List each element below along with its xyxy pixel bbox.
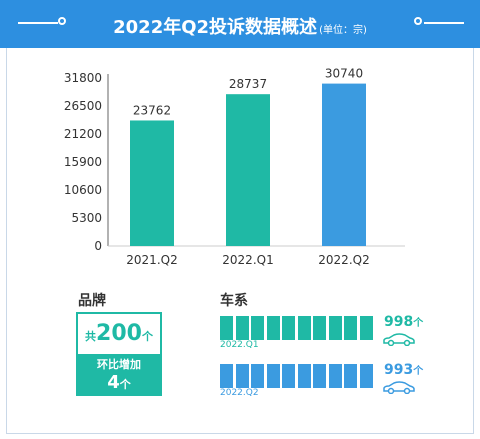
series-cells-q1	[220, 316, 376, 342]
series-caption-q2: 2022.Q2	[220, 388, 259, 398]
complaints-bar-chart: 0 5300 10600 15900 21200 26500 31800 23762 2021.…	[64, 67, 405, 267]
header-dot-right	[414, 17, 422, 25]
brand-summary-box: 共200个 环比增加 4个	[76, 312, 162, 396]
bar-2022.Q1	[226, 94, 270, 246]
brand-total-value: 200	[96, 321, 142, 346]
y-tick-label: 10600	[64, 183, 102, 197]
series-cell	[220, 316, 233, 340]
bar-value-label: 23762	[133, 103, 171, 117]
bar-2021.Q2	[130, 120, 174, 246]
series-value-q2: 993个	[384, 362, 423, 378]
series-cell	[235, 316, 249, 340]
x-tick-label: 2021.Q2	[126, 253, 177, 267]
y-tick-label: 5300	[71, 211, 102, 225]
header-banner: 2022年Q2投诉数据概述 (单位：宗)	[0, 0, 480, 48]
brand-total-suffix: 个	[141, 330, 153, 343]
series-cell	[344, 364, 357, 388]
series-cell	[266, 364, 280, 388]
series-value-q1: 998个	[384, 314, 423, 330]
bar-2022.Q2	[322, 83, 366, 246]
series-cell	[220, 364, 233, 388]
y-tick-label: 31800	[64, 71, 102, 85]
series-value-q2-suffix: 个	[413, 366, 424, 377]
series-cell	[251, 316, 264, 340]
series-caption-q1: 2022.Q1	[220, 340, 259, 350]
car-icon	[383, 381, 415, 394]
y-tick-label: 0	[94, 239, 102, 253]
brand-change-value: 4	[107, 372, 120, 393]
header-dot-left	[58, 17, 66, 25]
series-cell	[235, 364, 249, 388]
brand-total: 共200个	[78, 314, 160, 354]
series-cell	[266, 316, 280, 340]
x-tick-label: 2022.Q2	[318, 253, 369, 267]
y-tick-label: 15900	[64, 155, 102, 169]
series-row-q2: 2022.Q2 993个	[220, 362, 470, 398]
y-tick-label: 26500	[64, 99, 102, 113]
series-value-q1-suffix: 个	[413, 318, 424, 329]
brand-section-title: 品牌	[78, 293, 106, 309]
x-tick-label: 2022.Q1	[222, 253, 273, 267]
series-cells-q2	[220, 364, 376, 390]
series-cell	[251, 364, 264, 388]
series-cell	[313, 364, 326, 388]
series-cell	[297, 316, 311, 340]
title-main: 2022年Q2投诉数据概述	[113, 17, 318, 38]
brand-change-suffix: 个	[119, 378, 131, 391]
car-icon	[383, 333, 415, 346]
header-line-right	[424, 22, 464, 24]
brand-total-prefix: 共	[85, 330, 97, 343]
series-value-q1-number: 998	[384, 314, 414, 330]
bar-value-label: 30740	[325, 67, 363, 81]
series-cell	[282, 316, 295, 340]
series-cell	[282, 364, 295, 388]
series-cell	[359, 316, 373, 340]
series-value-q2-number: 993	[384, 362, 414, 378]
series-cell	[344, 316, 357, 340]
bar-value-label: 28737	[229, 77, 267, 91]
brand-change: 环比增加 4个	[78, 354, 160, 394]
y-tick-label: 21200	[64, 127, 102, 141]
brand-change-label: 环比增加	[97, 358, 141, 371]
series-cell	[328, 364, 342, 388]
header-line-left	[18, 22, 58, 24]
series-cell	[297, 364, 311, 388]
series-row-q1: 2022.Q1 998个	[220, 314, 470, 350]
page-title: 2022年Q2投诉数据概述 (单位：宗)	[0, 13, 480, 39]
series-section-title: 车系	[220, 293, 248, 309]
title-unit: (单位：宗)	[319, 25, 367, 36]
series-cell	[359, 364, 373, 388]
series-cell	[313, 316, 326, 340]
series-cell	[328, 316, 342, 340]
